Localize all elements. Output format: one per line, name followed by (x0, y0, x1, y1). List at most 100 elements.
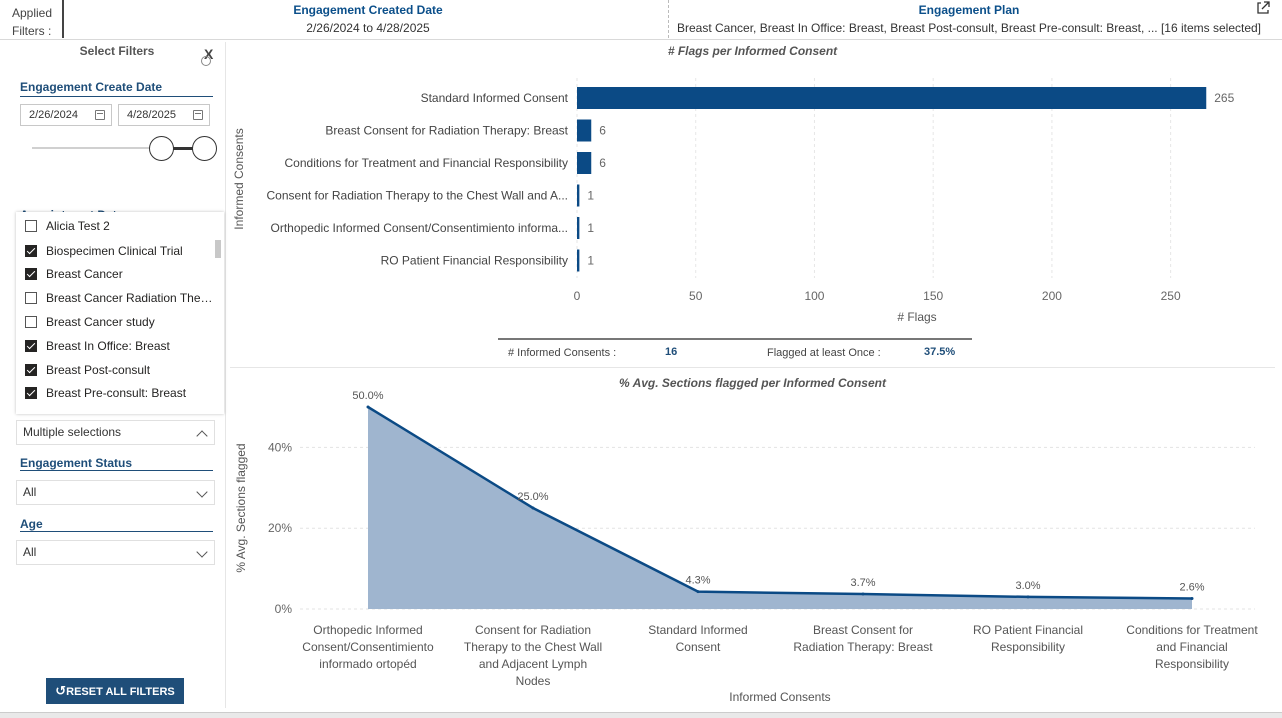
informed-consents-kpi-label: # Informed Consents : (508, 347, 617, 359)
list-item[interactable]: Breast Cancer study (16, 310, 216, 334)
y-axis-title: Informed Consents (232, 128, 246, 229)
end-date-input[interactable]: 4/28/2025 (118, 104, 210, 126)
x-tick-label: Orthopedic Informed (313, 623, 422, 637)
bar-value-label: 6 (599, 124, 606, 138)
x-tick-label: Consent (676, 640, 721, 654)
date-slider-track[interactable] (32, 147, 172, 149)
y-tick-label: Breast Consent for Radiation Therapy: Br… (325, 124, 568, 138)
kpi-rule (498, 338, 972, 340)
list-item-label: Biospecimen Clinical Trial (46, 244, 183, 258)
x-tick-label: 200 (1042, 289, 1062, 303)
x-tick-label: and Adjacent Lymph (479, 657, 587, 671)
data-point (1190, 596, 1194, 600)
close-filter-pane-icon[interactable]: X (204, 46, 214, 62)
data-label: 25.0% (517, 491, 548, 503)
age-title: Age (20, 517, 43, 531)
y-axis-title: % Avg. Sections flagged (234, 443, 248, 572)
list-item-label: Breast Cancer study (46, 315, 155, 329)
area-line (367, 405, 1193, 600)
bar (577, 152, 592, 174)
area-fill (368, 407, 1192, 609)
checkbox[interactable] (25, 387, 37, 399)
open-external-icon[interactable] (1255, 0, 1271, 16)
x-tick-label: 100 (804, 289, 824, 303)
y-tick-label: 20% (268, 521, 292, 535)
data-label: 2.6% (1179, 581, 1204, 593)
engagement-plan-list[interactable]: Alicia Test 2 Biospecimen Clinical Trial… (16, 212, 224, 414)
appointment-date-title: Appointment Date (20, 208, 123, 214)
filter-pane-title: Select Filters (79, 44, 155, 58)
checkbox[interactable] (25, 245, 37, 257)
x-axis-title: Informed Consents (729, 690, 830, 704)
list-item-label: Breast Post-consult (46, 363, 151, 377)
y-tick-label: 40% (268, 440, 292, 454)
x-tick-label: Responsibility (1155, 657, 1229, 671)
list-item[interactable]: Alicia Test 2 (16, 214, 216, 238)
start-date-input[interactable]: 2/26/2024 (20, 104, 112, 126)
reset-icon: ↺ (55, 683, 67, 698)
data-label: 50.0% (352, 390, 383, 402)
data-label: 4.3% (685, 575, 710, 587)
section-rule (20, 96, 213, 97)
list-item[interactable]: Breast In Office: Breast (16, 334, 216, 358)
bar (577, 119, 592, 142)
checkbox[interactable] (25, 268, 37, 280)
date-slider-range (172, 147, 204, 150)
x-tick-label: RO Patient Financial (973, 623, 1083, 637)
list-item[interactable]: Breast Pre-consult: Breast (16, 381, 216, 405)
list-item-label: Breast Pre-consult: Breast (46, 386, 187, 400)
x-tick-label: and Financial (1156, 640, 1227, 654)
applied-label-line1: Applied (12, 6, 53, 20)
bar-value-label: 1 (587, 189, 594, 203)
checkbox[interactable] (25, 340, 37, 352)
data-label: 3.0% (1015, 580, 1040, 592)
date-slider-end-handle[interactable] (192, 136, 217, 161)
engagement-plan-dropdown[interactable]: Multiple selections (16, 420, 215, 445)
engagement-status-title: Engagement Status (20, 456, 133, 470)
list-scrollbar[interactable] (215, 240, 221, 258)
list-item-label: Alicia Test 2 (46, 219, 110, 233)
engagement-status-dropdown[interactable]: All (16, 480, 215, 505)
list-item[interactable]: Breast Post-consult (16, 358, 216, 382)
age-dropdown[interactable]: All (16, 540, 215, 565)
list-item[interactable]: Breast Cancer Radiation Therapy (16, 286, 216, 310)
calendar-icon[interactable] (95, 110, 105, 120)
checkbox[interactable] (25, 220, 37, 232)
bar (577, 249, 580, 272)
applied-divider (62, 0, 64, 38)
age-value: All (23, 545, 37, 559)
section-rule (20, 470, 213, 471)
bar (577, 184, 580, 207)
calendar-icon[interactable] (193, 110, 203, 120)
y-tick-label: Orthopedic Informed Consent/Consentimien… (271, 221, 568, 235)
y-tick-label: Consent for Radiation Therapy to the Che… (267, 189, 569, 203)
list-item[interactable]: Biospecimen Clinical Trial (16, 239, 216, 263)
applied-filter-date-title: Engagement Created Date (293, 3, 443, 17)
reset-button-label: RESET ALL FILTERS (66, 686, 175, 698)
x-tick-label: informado ortopéd (319, 657, 416, 671)
chevron-down-icon (196, 546, 208, 558)
list-item-label: Breast Cancer Radiation Therapy (46, 291, 214, 305)
date-slider-start-handle[interactable] (149, 136, 174, 161)
chart2-title: % Avg. Sections flagged per Informed Con… (619, 376, 886, 390)
bottom-bar (0, 712, 1282, 718)
checkbox[interactable] (25, 364, 37, 376)
y-tick-label: RO Patient Financial Responsibility (381, 254, 568, 268)
x-tick-label: Nodes (516, 674, 551, 688)
x-tick-label: Radiation Therapy: Breast (793, 640, 933, 654)
bar (577, 87, 1207, 109)
x-tick-label: Therapy to the Chest Wall (464, 640, 602, 654)
filter-pane: Select Filters X Engagement Create Date … (8, 42, 226, 708)
x-tick-label: Breast Consent for (813, 623, 913, 637)
reset-all-filters-button[interactable]: ↺RESET ALL FILTERS (46, 678, 184, 704)
checkbox[interactable] (25, 316, 37, 328)
x-axis-title: # Flags (897, 310, 936, 324)
flags-per-consent-panel: # Flags per Informed Consent 0 50 100 150 20… (230, 42, 1275, 368)
section-rule (20, 531, 213, 532)
data-point (696, 590, 700, 594)
data-point (531, 506, 535, 510)
checkbox[interactable] (25, 292, 37, 304)
list-item[interactable]: Breast Cancer (16, 262, 216, 286)
flagged-kpi-label: Flagged at least Once : (767, 347, 881, 359)
x-tick-label: 50 (689, 289, 703, 303)
